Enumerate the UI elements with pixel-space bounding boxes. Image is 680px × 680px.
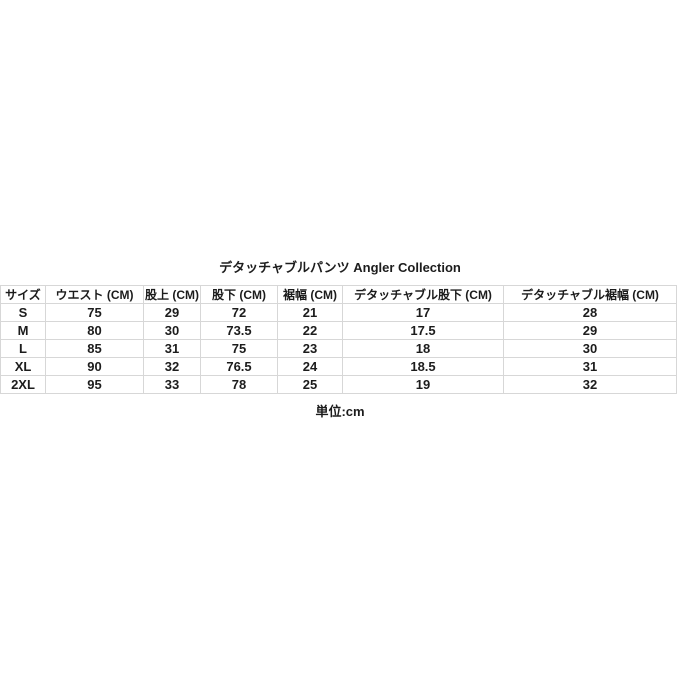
header-row: サイズ ウエスト (CM) 股上 (CM) 股下 (CM) 裾幅 (CM) デタッチャブル… <box>0 285 677 304</box>
size-label-cell: 2XL <box>0 375 46 394</box>
size-label-cell: M <box>0 321 46 340</box>
column-header: デタッチャブル股下 (CM) <box>342 285 504 304</box>
measurement-cell: 25 <box>277 375 343 394</box>
column-header: 股下 (CM) <box>200 285 278 304</box>
measurement-cell: 75 <box>200 339 278 358</box>
size-label-cell: L <box>0 339 46 358</box>
table-row: XL 90 32 76.5 24 18.5 31 <box>0 357 677 376</box>
measurement-cell: 30 <box>143 321 201 340</box>
measurement-cell: 33 <box>143 375 201 394</box>
column-header: 裾幅 (CM) <box>277 285 343 304</box>
measurement-cell: 17 <box>342 303 504 322</box>
measurement-cell: 19 <box>342 375 504 394</box>
measurement-cell: 85 <box>45 339 144 358</box>
measurement-cell: 24 <box>277 357 343 376</box>
measurement-cell: 31 <box>503 357 677 376</box>
measurement-cell: 28 <box>503 303 677 322</box>
measurement-cell: 78 <box>200 375 278 394</box>
size-chart-table: サイズ ウエスト (CM) 股上 (CM) 股下 (CM) 裾幅 (CM) デタッチャブル… <box>0 285 677 394</box>
column-header: デタッチャブル裾幅 (CM) <box>503 285 677 304</box>
table-row: M 80 30 73.5 22 17.5 29 <box>0 321 677 340</box>
measurement-cell: 30 <box>503 339 677 358</box>
measurement-cell: 32 <box>143 357 201 376</box>
measurement-cell: 29 <box>143 303 201 322</box>
measurement-cell: 72 <box>200 303 278 322</box>
measurement-cell: 23 <box>277 339 343 358</box>
measurement-cell: 76.5 <box>200 357 278 376</box>
size-label-cell: S <box>0 303 46 322</box>
measurement-cell: 18 <box>342 339 504 358</box>
page-title: デタッチャブルパンツ Angler Collection <box>219 260 461 275</box>
measurement-cell: 80 <box>45 321 144 340</box>
measurement-cell: 17.5 <box>342 321 504 340</box>
measurement-cell: 95 <box>45 375 144 394</box>
measurement-cell: 90 <box>45 357 144 376</box>
measurement-cell: 21 <box>277 303 343 322</box>
measurement-cell: 73.5 <box>200 321 278 340</box>
measurement-cell: 18.5 <box>342 357 504 376</box>
table-row: S 75 29 72 21 17 28 <box>0 303 677 322</box>
column-header: 股上 (CM) <box>143 285 201 304</box>
column-header: ウエスト (CM) <box>45 285 144 304</box>
measurement-cell: 22 <box>277 321 343 340</box>
unit-note: 単位:cm <box>315 404 365 419</box>
size-label-cell: XL <box>0 357 46 376</box>
measurement-cell: 29 <box>503 321 677 340</box>
column-header: サイズ <box>0 285 46 304</box>
table-row: L 85 31 75 23 18 30 <box>0 339 677 358</box>
measurement-cell: 31 <box>143 339 201 358</box>
table-row: 2XL 95 33 78 25 19 32 <box>0 375 677 394</box>
measurement-cell: 32 <box>503 375 677 394</box>
measurement-cell: 75 <box>45 303 144 322</box>
